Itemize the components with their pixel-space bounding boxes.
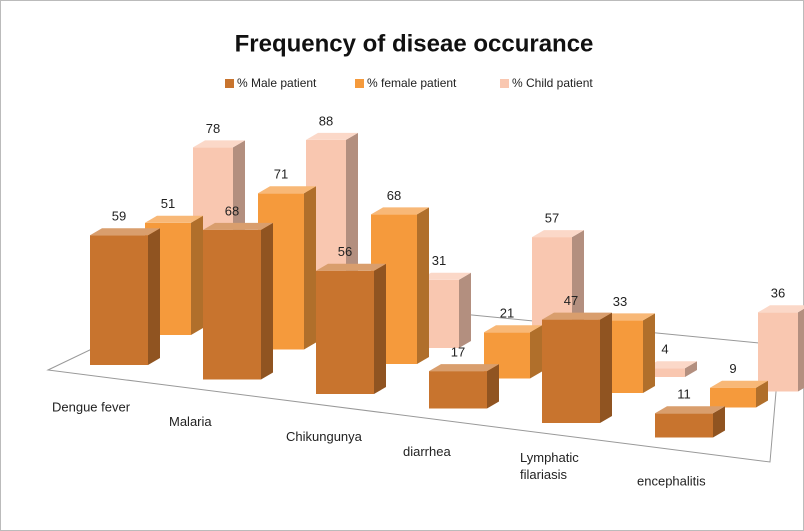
data-label: 36 [771, 286, 785, 301]
bar [710, 380, 768, 408]
bar-top [429, 364, 499, 372]
legend-swatch [500, 79, 509, 88]
data-label: 47 [564, 293, 578, 308]
data-label: 51 [161, 196, 175, 211]
bar-side [643, 313, 655, 393]
bar [316, 263, 386, 394]
bar-front [316, 270, 374, 394]
x-tick-label: Chikungunya [286, 429, 363, 444]
bar-top [145, 215, 203, 223]
bar-top [371, 207, 429, 215]
chart-title: Frequency of diseae occurance [235, 30, 594, 57]
bar-side [530, 325, 542, 379]
bar-front [429, 371, 487, 409]
bar-side [261, 222, 273, 380]
data-label: 88 [319, 113, 333, 128]
x-tick-label: Lymphatic filariasis [520, 451, 579, 483]
data-label: 68 [225, 203, 239, 218]
bar-side [191, 215, 203, 335]
legend-swatch [225, 79, 234, 88]
bar [645, 361, 697, 377]
data-label: 56 [338, 244, 352, 259]
legend-label: % Male patient [237, 76, 317, 90]
bar-side [374, 263, 386, 394]
data-label: 33 [613, 294, 627, 309]
bar-side [798, 308, 804, 392]
bar-top [532, 230, 584, 238]
bar-side [713, 406, 725, 438]
bar-front [710, 387, 756, 408]
bar-side [459, 272, 471, 348]
bar-side [487, 364, 499, 409]
bar-top [258, 186, 316, 194]
bar-side [148, 228, 160, 365]
legend-label: % Child patient [512, 76, 593, 90]
data-label: 71 [274, 167, 288, 182]
bar-front [655, 413, 713, 438]
bar [655, 406, 725, 438]
bar-side [304, 186, 316, 350]
data-label: 11 [677, 387, 691, 402]
data-label: 57 [545, 211, 559, 226]
bar-top [758, 305, 804, 313]
bar-top [306, 132, 358, 140]
bar-top [710, 380, 768, 388]
bar-top [542, 312, 612, 320]
bar-top [316, 263, 386, 271]
bar-front [542, 319, 600, 423]
bar [542, 312, 612, 423]
data-label: 68 [387, 188, 401, 203]
bar [758, 305, 804, 392]
x-tick-label: Dengue fever [52, 399, 131, 414]
bar-side [685, 361, 697, 377]
bar-side [600, 312, 612, 423]
data-label: 4 [661, 342, 668, 357]
bar [429, 364, 499, 409]
bar-front [90, 235, 148, 365]
x-tick-label: encephalitis [637, 473, 706, 488]
bar-top [484, 325, 542, 333]
legend-swatch [355, 79, 364, 88]
bar-top [645, 361, 697, 369]
x-tick-label: Malaria [169, 414, 212, 429]
legend-label: % female patient [367, 76, 457, 90]
data-label: 78 [206, 121, 220, 136]
bar-top [655, 406, 725, 414]
data-label: 17 [451, 345, 465, 360]
bar-side [756, 380, 768, 408]
bar-top [90, 228, 160, 236]
bar [203, 222, 273, 380]
bar-front [758, 312, 798, 392]
data-label: 21 [500, 306, 514, 321]
bar [90, 228, 160, 365]
bar-top [203, 222, 273, 230]
data-label: 59 [112, 209, 126, 224]
bar-top [193, 140, 245, 148]
x-tick-label: diarrhea [403, 444, 451, 459]
bar-side [417, 207, 429, 364]
bar-front [203, 229, 261, 380]
data-label: 9 [729, 361, 736, 376]
data-label: 31 [432, 253, 446, 268]
bar-top [419, 272, 471, 280]
bar-front [645, 368, 685, 377]
